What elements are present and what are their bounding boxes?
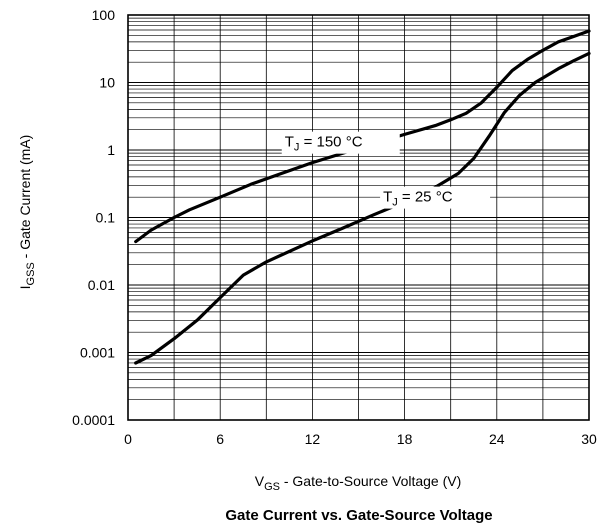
y-tick-label: 100 bbox=[92, 7, 116, 23]
x-axis-label: VGS - Gate-to-Source Voltage (V) bbox=[255, 473, 462, 493]
x-tick-label: 6 bbox=[216, 431, 224, 447]
grid bbox=[128, 15, 589, 420]
plot-frame bbox=[127, 14, 590, 421]
y-tick-label: 10 bbox=[99, 75, 115, 91]
series-line-1 bbox=[134, 51, 591, 365]
y-axis-label: IGSS - Gate Current (mA) bbox=[17, 135, 37, 290]
annotation-bg-0 bbox=[281, 131, 400, 154]
y-tick-label: 0.1 bbox=[96, 210, 116, 226]
y-tick-label: 1 bbox=[107, 142, 115, 158]
series-label-0: TJ = 150 °C bbox=[285, 134, 363, 154]
y-tick-label: 0.01 bbox=[88, 277, 115, 293]
x-tick-label: 24 bbox=[489, 431, 505, 447]
series-line-0 bbox=[134, 29, 591, 244]
series-label-1: TJ = 25 °C bbox=[383, 189, 453, 209]
annotations: TJ = 150 °C TJ = 25 °C bbox=[281, 131, 491, 209]
y-tick-label: 0.001 bbox=[80, 345, 115, 361]
annotation-bg-1 bbox=[380, 186, 491, 209]
x-tick-label: 12 bbox=[305, 431, 321, 447]
x-tick-label: 0 bbox=[124, 431, 132, 447]
x-tick-label: 30 bbox=[581, 431, 597, 447]
ticks: 0 6 12 18 24 30 0.0001 0.001 0.01 0.1 1 10 100 bbox=[72, 7, 597, 447]
chart-title: Gate Current vs. Gate-Source Voltage bbox=[225, 507, 492, 524]
y-tick-label: 0.0001 bbox=[72, 412, 115, 428]
x-tick-label: 18 bbox=[397, 431, 413, 447]
